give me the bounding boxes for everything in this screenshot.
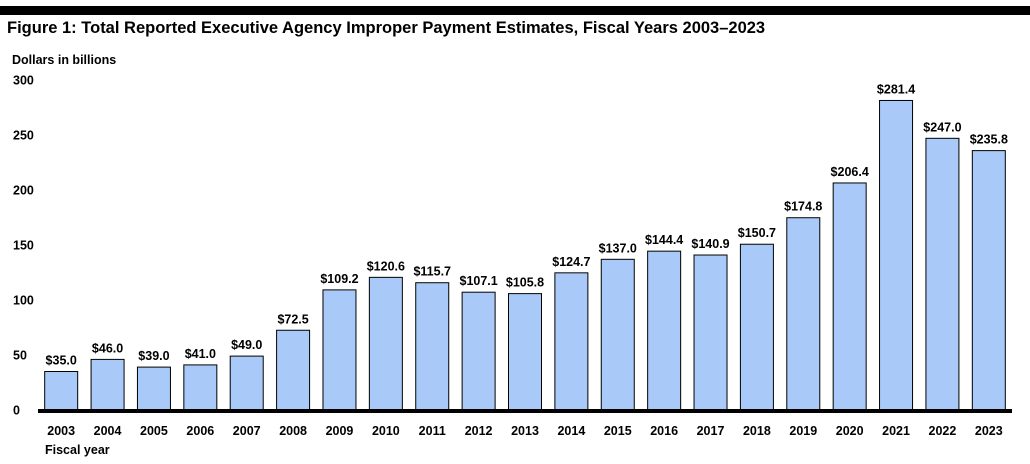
bar-value-label: $247.0 <box>923 120 961 134</box>
x-tick-label: 2005 <box>140 424 168 438</box>
y-tick-label: 200 <box>13 184 34 198</box>
x-tick-label: 2019 <box>789 424 817 438</box>
x-tick-label: 2004 <box>94 424 122 438</box>
x-tick-label: 2018 <box>743 424 771 438</box>
bar <box>554 272 589 411</box>
x-tick-label: 2012 <box>465 424 493 438</box>
x-tick-label: 2020 <box>836 424 864 438</box>
bar-value-label: $144.4 <box>645 233 683 247</box>
bar <box>925 137 960 411</box>
bar <box>461 291 496 411</box>
bar <box>786 217 821 411</box>
y-tick-label: 300 <box>13 74 34 88</box>
x-tick-label: 2009 <box>326 424 354 438</box>
bar-value-label: $235.8 <box>970 133 1008 147</box>
x-tick-label: 2013 <box>511 424 539 438</box>
y-axis-label: Dollars in billions <box>12 53 117 67</box>
bar-value-label: $72.5 <box>277 312 308 326</box>
x-tick-label: 2003 <box>47 424 75 438</box>
bar-value-label: $107.1 <box>460 274 498 288</box>
x-tick-label: 2016 <box>650 424 678 438</box>
bar <box>600 258 635 411</box>
x-tick-label: 2021 <box>882 424 910 438</box>
bar-value-label: $120.6 <box>367 259 405 273</box>
x-tick-label: 2015 <box>604 424 632 438</box>
y-tick-label: 100 <box>13 294 34 308</box>
x-tick-label: 2006 <box>186 424 214 438</box>
x-tick-label: 2007 <box>233 424 261 438</box>
bar-value-label: $105.8 <box>506 276 544 290</box>
bar <box>183 364 218 411</box>
bar-value-label: $115.7 <box>413 265 451 279</box>
bar-value-label: $49.0 <box>231 338 262 352</box>
x-tick-label: 2023 <box>975 424 1003 438</box>
bar <box>739 243 774 411</box>
x-axis-label: Fiscal year <box>45 443 110 457</box>
top-rule <box>0 6 1030 15</box>
bar <box>647 250 682 411</box>
x-axis-ticks: 2003 2004 2005 2006 2007 2008 2009 2010 2011 2012… <box>47 424 1002 438</box>
bar <box>90 358 125 411</box>
bar-value-label: $140.9 <box>691 237 729 251</box>
x-tick-label: 2011 <box>419 424 446 438</box>
bar-value-label: $109.2 <box>320 272 358 286</box>
value-labels: $35.0 $46.0 $39.0 $41.0 $49.0 $72.5 $109.2 $120… <box>46 82 1008 367</box>
bar <box>322 289 357 411</box>
bar <box>415 282 450 411</box>
bar-value-label: $206.4 <box>831 165 869 179</box>
bar-value-label: $150.7 <box>738 226 776 240</box>
bar-value-label: $41.0 <box>185 347 216 361</box>
x-tick-label: 2008 <box>279 424 307 438</box>
bar <box>832 182 867 411</box>
bar-value-label: $35.0 <box>46 354 77 368</box>
bar <box>693 254 728 411</box>
y-tick-label: 0 <box>13 404 20 418</box>
x-tick-label: 2017 <box>697 424 725 438</box>
bar <box>368 276 403 411</box>
x-tick-label: 2014 <box>557 424 585 438</box>
bar-value-label: $46.0 <box>92 341 123 355</box>
y-axis-ticks: 0 50 100 150 200 250 300 <box>13 74 34 418</box>
bar <box>971 150 1006 411</box>
bar <box>229 355 264 411</box>
y-tick-label: 250 <box>13 129 34 143</box>
y-tick-label: 50 <box>13 349 27 363</box>
bar-value-label: $124.7 <box>552 255 590 269</box>
chart-title: Figure 1: Total Reported Executive Agenc… <box>7 19 766 37</box>
bar-value-label: $137.0 <box>599 241 637 255</box>
bar <box>276 329 311 411</box>
x-tick-label: 2022 <box>929 424 957 438</box>
bar <box>879 99 914 411</box>
bar <box>508 293 542 411</box>
bar-value-label: $39.0 <box>138 349 169 363</box>
x-tick-label: 2010 <box>372 424 400 438</box>
bar <box>136 366 171 411</box>
bar-value-label: $174.8 <box>784 200 822 214</box>
y-tick-label: 150 <box>13 239 34 253</box>
bars <box>44 99 1006 411</box>
bar <box>44 371 79 411</box>
bar-value-label: $281.4 <box>877 82 915 96</box>
